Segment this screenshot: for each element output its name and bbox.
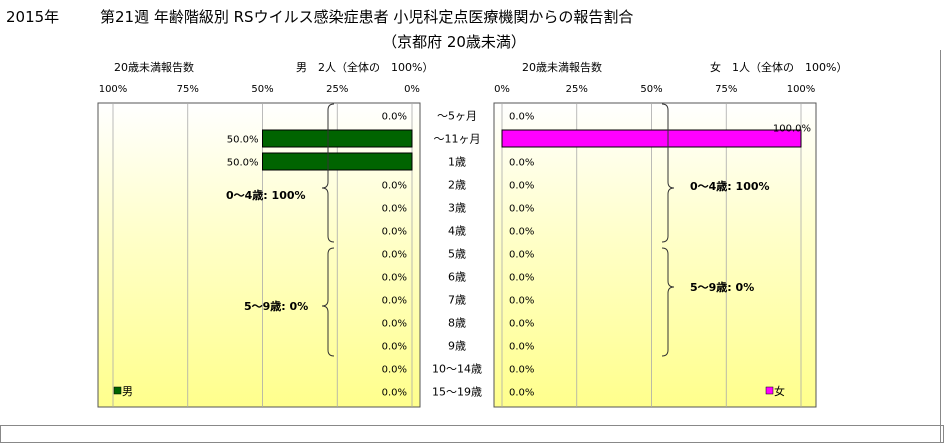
male-tick-labels: 0% 25% 50% 75% 100% [99, 84, 420, 95]
male-value-label: 0.0% [382, 204, 407, 215]
male-bars [262, 129, 413, 171]
female-value-label: 0.0% [509, 181, 534, 192]
male-tick-label: 0% [404, 84, 420, 95]
female-value-label: 0.0% [509, 112, 534, 123]
female-group-5-9-label: 5～9歳: 0% [690, 280, 754, 294]
female-bar [501, 129, 802, 148]
category-label: 6歳 [448, 271, 466, 284]
female-tick-label: 50% [640, 84, 662, 95]
category-label: 8歳 [448, 317, 466, 330]
male-value-label: 0.0% [382, 365, 407, 376]
male-bar [262, 152, 413, 171]
female-value-label: 0.0% [509, 227, 534, 238]
male-legend: 男 [113, 385, 133, 398]
female-tick-labels: 0% 25% 50% 75% 100% [494, 84, 815, 95]
female-tick-label: 100% [787, 84, 816, 95]
category-labels: ～5ヶ月 ～11ヶ月 1歳 2歳 3歳 4歳 5歳 6歳 7歳 8歳 9歳 10～14歳 15～19歳 [432, 110, 482, 399]
male-value-label: 0.0% [382, 250, 407, 261]
male-bar [262, 129, 413, 148]
category-label: 9歳 [448, 340, 466, 353]
male-group-braces [321, 103, 335, 357]
male-tick-label: 75% [177, 84, 199, 95]
female-value-label: 0.0% [509, 273, 534, 284]
female-value-label: 0.0% [509, 204, 534, 215]
female-value-label: 0.0% [509, 319, 534, 330]
female-legend: 女 [765, 384, 785, 398]
outer-frame [0, 425, 944, 443]
female-legend-swatch [765, 386, 774, 395]
male-value-label: 0.0% [382, 342, 407, 353]
male-tick-label: 100% [99, 84, 128, 95]
male-value-labels: 0.0% 50.0% 50.0% 0.0% 0.0% 0.0% 0.0% 0.0% 0.0% 0.… [227, 112, 407, 399]
category-label: 3歳 [448, 202, 466, 215]
category-label: 7歳 [448, 294, 466, 307]
female-plot-area [493, 102, 817, 408]
female-group-braces [661, 103, 675, 357]
female-header-right: 女 1人（全体の 100%） [710, 60, 847, 74]
male-header-right: 男 2人（全体の 100%） [296, 60, 433, 74]
male-legend-label: 男 [122, 385, 133, 398]
female-group-0-4-label: 0～4歳: 100% [690, 179, 770, 193]
category-label: ～11ヶ月 [434, 133, 481, 146]
male-brace-5-9 [321, 247, 335, 357]
category-label: 10～14歳 [432, 363, 482, 376]
male-value-label: 0.0% [382, 319, 407, 330]
female-legend-label: 女 [774, 384, 785, 398]
male-group-5-9-label: 5～9歳: 0% [244, 299, 308, 313]
title-line2: （京都府 20歳未満） [382, 33, 526, 51]
female-value-label: 100.0% [773, 124, 811, 135]
female-gridlines [501, 103, 802, 407]
category-label: ～5ヶ月 [437, 110, 477, 123]
male-value-label: 50.0% [227, 135, 259, 146]
female-value-labels: 0.0% 100.0% 0.0% 0.0% 0.0% 0.0% 0.0% 0.0% 0.0% 0.… [509, 112, 811, 399]
female-tick-label: 75% [715, 84, 737, 95]
female-value-label: 0.0% [509, 250, 534, 261]
category-label: 15～19歳 [432, 386, 482, 399]
female-brace-5-9 [661, 247, 675, 357]
category-label: 2歳 [448, 179, 466, 192]
category-label: 4歳 [448, 225, 466, 238]
male-value-label: 0.0% [382, 273, 407, 284]
male-value-label: 0.0% [382, 388, 407, 399]
female-value-label: 0.0% [509, 342, 534, 353]
female-value-label: 0.0% [509, 158, 534, 169]
female-bars [501, 129, 802, 148]
male-legend-swatch [113, 386, 122, 395]
male-value-label: 0.0% [382, 227, 407, 238]
category-label: 1歳 [448, 156, 466, 169]
male-header-left: 20歳未満報告数 [114, 61, 194, 74]
female-tick-label: 0% [494, 84, 510, 95]
title-year: 2015年 [6, 8, 59, 26]
male-value-label: 0.0% [382, 181, 407, 192]
male-value-label: 0.0% [382, 296, 407, 307]
female-value-label: 0.0% [509, 365, 534, 376]
male-group-0-4-label: 0～4歳: 100% [226, 188, 306, 202]
female-header-left: 20歳未満報告数 [522, 61, 602, 74]
female-tick-label: 25% [566, 84, 588, 95]
female-value-label: 0.0% [509, 388, 534, 399]
category-label: 5歳 [448, 248, 466, 261]
male-value-label: 0.0% [382, 112, 407, 123]
male-tick-label: 25% [326, 84, 348, 95]
title-line1: 第21週 年齢階級別 RSウイルス感染症患者 小児科定点医療機関からの報告割合 [100, 8, 633, 26]
female-value-label: 0.0% [509, 296, 534, 307]
male-tick-label: 50% [251, 84, 273, 95]
male-value-label: 50.0% [227, 158, 259, 169]
female-brace-0-4 [661, 103, 675, 243]
male-plot-area [97, 102, 421, 408]
male-brace-0-4 [321, 103, 335, 243]
